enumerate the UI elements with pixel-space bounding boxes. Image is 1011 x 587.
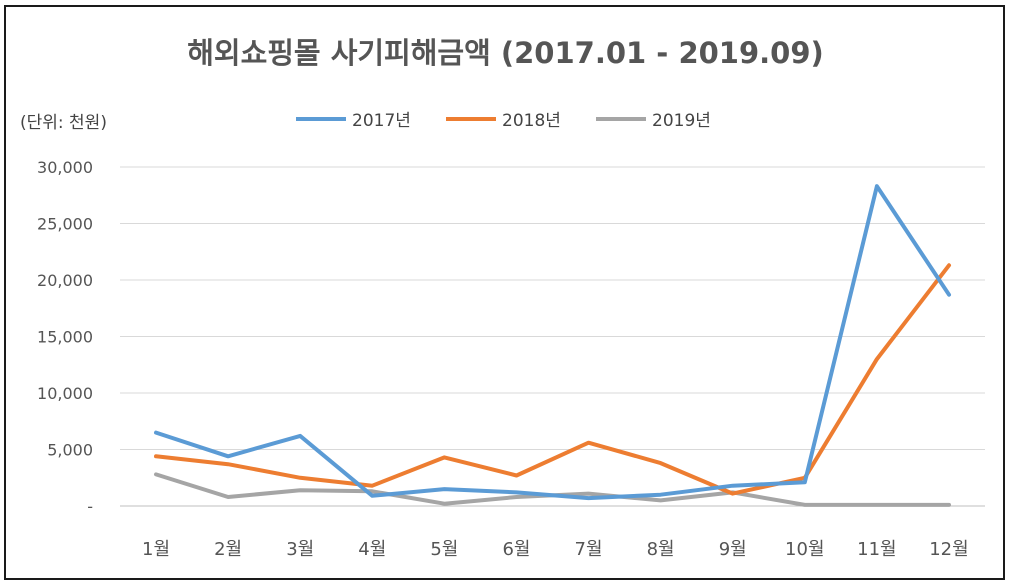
x-tick-label: 10월	[785, 539, 824, 560]
legend-item-2018: 2018년	[446, 106, 561, 131]
x-tick-label: 3월	[286, 539, 314, 560]
legend-label-2018: 2018년	[502, 111, 561, 131]
x-tick-label: 5월	[430, 539, 458, 560]
x-tick-label: 6월	[502, 539, 530, 560]
x-tick-label: 12월	[929, 539, 968, 560]
x-tick-label: 8월	[647, 539, 675, 560]
y-tick-label: 15,000	[37, 328, 93, 347]
series-line-2017년	[154, 184, 951, 501]
y-tick-label: 10,000	[37, 384, 93, 403]
chart-title: 해외쇼핑몰 사기피해금액 (2017.01 - 2019.09)	[187, 36, 824, 70]
legend-item-2017: 2017년	[296, 106, 411, 131]
legend-label-2019: 2019년	[652, 111, 711, 131]
y-tick-label: -	[87, 497, 93, 516]
y-tick-label: 25,000	[37, 215, 93, 234]
y-tick-label: 30,000	[37, 158, 93, 177]
x-tick-label: 1월	[142, 539, 170, 560]
x-tick-label: 9월	[719, 539, 747, 560]
legend-item-2019: 2019년	[596, 106, 711, 131]
x-tick-label: 4월	[358, 539, 386, 560]
series-line-2019년	[154, 472, 951, 507]
x-tick-label: 7월	[575, 539, 603, 560]
chart-frame	[4, 5, 1005, 580]
x-tick-label: 11월	[857, 539, 896, 560]
y-tick-label: 5,000	[47, 441, 93, 460]
unit-label: (단위: 천원)	[20, 113, 107, 133]
y-tick-label: 20,000	[37, 271, 93, 290]
legend-swatch-2017	[296, 116, 346, 121]
x-tick-label: 2월	[214, 539, 242, 560]
series-line-2018년	[154, 263, 951, 496]
legend-swatch-2018	[446, 116, 496, 121]
legend-label-2017: 2017년	[352, 111, 411, 131]
legend-swatch-2019	[596, 116, 646, 121]
